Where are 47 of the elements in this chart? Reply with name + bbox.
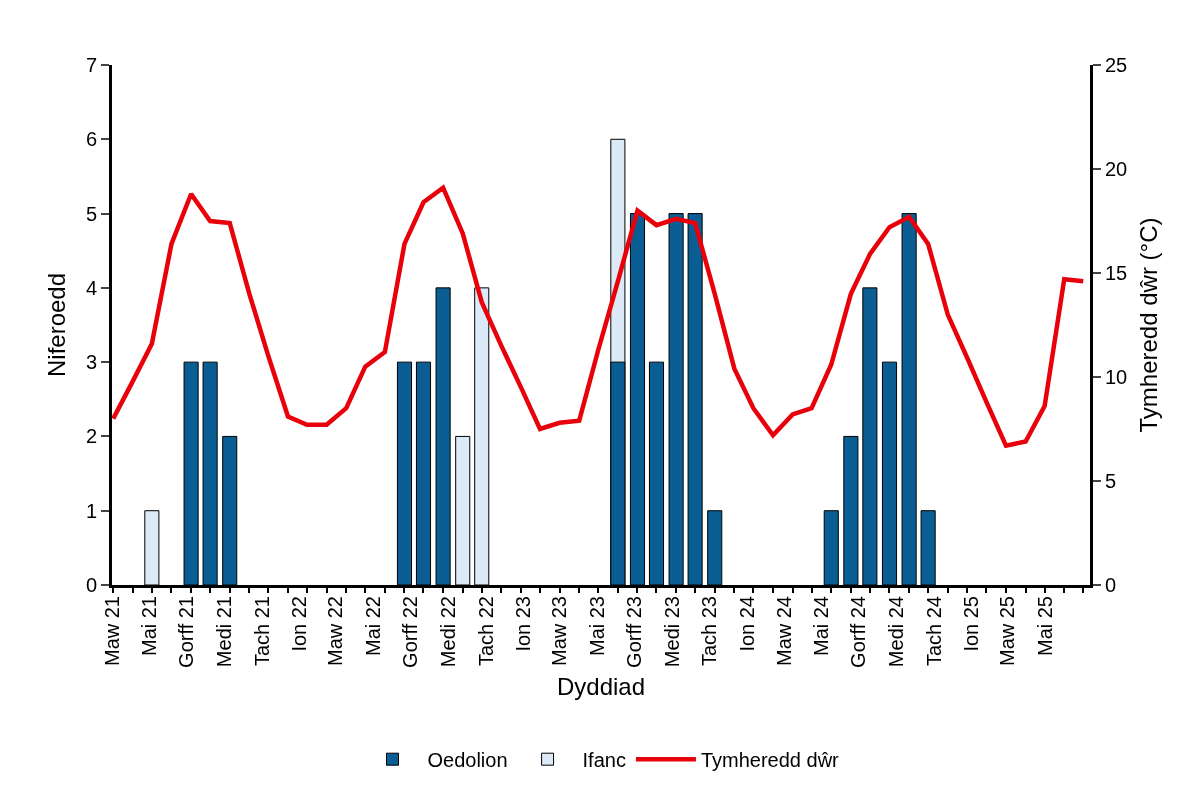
x-tick-label: Tach 21 <box>250 596 273 667</box>
y-tick-label: 2 <box>85 425 97 448</box>
x-tick-label: Maw 25 <box>996 596 1019 667</box>
y2-tick-label: 20 <box>1105 158 1128 180</box>
x-tick-label: Medi 21 <box>213 596 236 668</box>
legend-label: Tymheredd dŵr <box>700 749 840 771</box>
x-tick-label: Maw 24 <box>772 596 795 667</box>
x-tick-label: Tach 22 <box>474 596 497 667</box>
legend-label: Oedolion <box>427 749 508 771</box>
x-tick-label: Ion 25 <box>960 596 983 652</box>
y-axis-title: Niferoedd <box>42 272 70 378</box>
x-tick-label: Maw 22 <box>324 596 347 667</box>
y-tick-label: 7 <box>85 54 97 76</box>
x-tick-label: Ion 23 <box>511 596 534 652</box>
x-tick-label: Tach 24 <box>922 596 945 667</box>
x-tick-label: Mai 21 <box>137 596 160 657</box>
y-tick-label: 5 <box>85 202 97 225</box>
line-series <box>112 185 1086 448</box>
legend-label: Ifanc <box>582 749 626 771</box>
y2-tick-label: 25 <box>1105 54 1128 76</box>
x-tick-label: Medi 22 <box>437 596 460 668</box>
x-tick-label: Maw 21 <box>100 596 123 667</box>
x-tick-label: Mai 22 <box>361 596 384 657</box>
x-tick-label: Gorff 21 <box>175 596 198 668</box>
x-tick-label: Mai 25 <box>1033 596 1056 657</box>
x-tick-label: Tach 23 <box>698 596 721 667</box>
y-tick-label: 3 <box>85 351 97 374</box>
y-tick-label: 6 <box>85 128 97 151</box>
x-tick-label: Mai 24 <box>809 596 832 657</box>
x-tick-label: Medi 24 <box>885 596 908 668</box>
y2-tick-label: 10 <box>1105 366 1128 388</box>
y2-tick-label: 15 <box>1105 262 1128 284</box>
y-tick-label: 0 <box>85 574 97 596</box>
x-axis-title: Dyddiad <box>556 673 646 701</box>
x-tick-label: Ion 22 <box>288 596 311 652</box>
x-tick-label: Mai 23 <box>585 596 608 657</box>
x-tick-label: Ion 24 <box>735 596 758 652</box>
x-tick-label: Gorff 22 <box>399 596 422 668</box>
x-tick-label: Gorff 24 <box>847 596 870 668</box>
x-tick-label: Gorff 23 <box>622 596 645 668</box>
y2-axis-title: Tymheredd dŵr (°C) <box>1134 217 1162 433</box>
x-tick-label: Maw 23 <box>548 596 571 667</box>
x-tick-label: Medi 23 <box>660 596 683 668</box>
y-tick-label: 1 <box>85 499 97 522</box>
y2-tick-label: 5 <box>1105 470 1117 492</box>
y2-tick-label: 0 <box>1105 574 1117 596</box>
y-tick-label: 4 <box>85 276 97 299</box>
